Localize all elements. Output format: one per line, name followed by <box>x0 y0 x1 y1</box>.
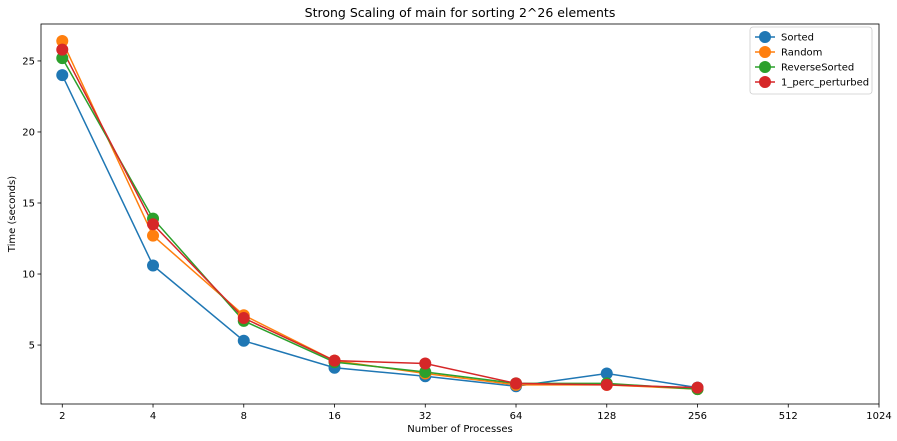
y-tick-label: 5 <box>29 341 35 352</box>
legend-label: Random <box>781 48 822 59</box>
y-axis: 5 10 15 20 25 <box>22 56 41 352</box>
chart-title: Strong Scaling of main for sorting 2^26 … <box>305 5 616 20</box>
data-point-sorted <box>56 69 69 82</box>
x-tick-label: 32 <box>419 411 432 422</box>
data-point-1-perc-perturbed <box>237 312 250 325</box>
data-point-sorted <box>147 259 160 272</box>
y-tick-label: 25 <box>22 56 35 67</box>
data-point-sorted <box>237 334 250 347</box>
legend-label: 1_perc_perturbed <box>781 78 869 89</box>
data-point-1-perc-perturbed <box>328 354 341 367</box>
x-tick-label: 16 <box>328 411 341 422</box>
x-tick-label: 512 <box>779 411 798 422</box>
legend-swatch-marker <box>759 46 771 58</box>
data-point-1-perc-perturbed <box>147 218 160 231</box>
x-tick-label: 64 <box>510 411 523 422</box>
x-tick-label: 8 <box>241 411 247 422</box>
x-tick-label: 4 <box>150 411 156 422</box>
series-line-reversesorted <box>61 57 698 390</box>
legend: Sorted Random ReverseSorted 1_perc_perturbe… <box>749 26 873 95</box>
y-tick-label: 20 <box>22 127 35 138</box>
series-line-1-perc-perturbed <box>61 49 698 389</box>
legend-swatch-marker <box>759 76 771 88</box>
data-point-1-perc-perturbed <box>419 357 432 370</box>
data-point-sorted <box>600 367 613 380</box>
x-axis-label: Number of Processes <box>407 424 512 435</box>
legend-label: ReverseSorted <box>781 63 854 74</box>
data-point-1-perc-perturbed <box>510 377 523 390</box>
data-point-reversesorted <box>419 366 432 379</box>
y-tick-label: 10 <box>22 270 35 281</box>
legend-swatch-marker <box>759 61 771 73</box>
y-axis-label: Time (seconds) <box>7 176 18 253</box>
legend-swatch-marker <box>759 31 771 43</box>
data-point-random <box>147 229 160 242</box>
x-tick-label: 128 <box>597 411 616 422</box>
y-tick-label: 15 <box>22 198 35 209</box>
x-tick-label: 1024 <box>866 411 891 422</box>
legend-box <box>749 26 873 95</box>
series-line-sorted <box>61 74 698 389</box>
x-axis: 2 4 8 16 32 64 128 256 512 1024 <box>59 404 892 422</box>
plot-area <box>40 23 880 405</box>
x-tick-label: 256 <box>688 411 707 422</box>
data-point-random <box>56 35 69 48</box>
data-point-1-perc-perturbed <box>600 378 613 391</box>
series-layer <box>56 35 704 396</box>
data-point-1-perc-perturbed <box>691 381 704 394</box>
data-point-reversesorted <box>56 52 69 65</box>
x-tick-label: 2 <box>59 411 65 422</box>
data-point-1-perc-perturbed <box>56 43 69 56</box>
legend-label: Sorted <box>781 33 814 44</box>
